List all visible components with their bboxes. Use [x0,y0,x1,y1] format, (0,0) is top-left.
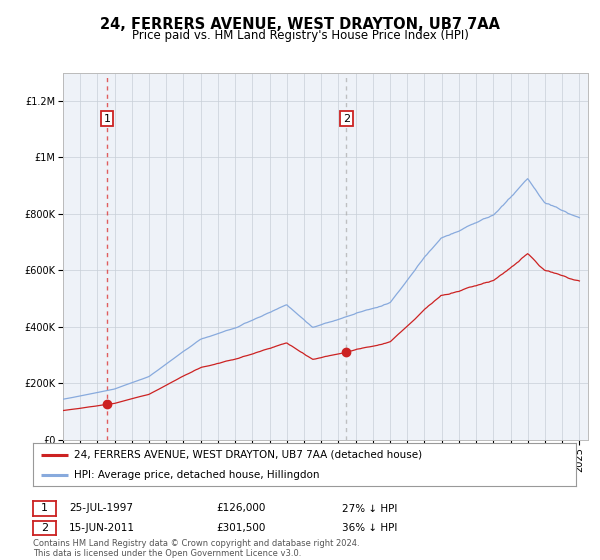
Text: 24, FERRERS AVENUE, WEST DRAYTON, UB7 7AA (detached house): 24, FERRERS AVENUE, WEST DRAYTON, UB7 7A… [74,450,422,460]
Text: HPI: Average price, detached house, Hillingdon: HPI: Average price, detached house, Hill… [74,470,319,480]
Text: 2: 2 [41,523,48,533]
Text: £126,000: £126,000 [216,503,265,514]
Text: 1: 1 [104,114,110,124]
Text: Price paid vs. HM Land Registry's House Price Index (HPI): Price paid vs. HM Land Registry's House … [131,29,469,43]
Text: 1: 1 [41,503,48,514]
Text: 36% ↓ HPI: 36% ↓ HPI [342,523,397,533]
Text: Contains HM Land Registry data © Crown copyright and database right 2024.
This d: Contains HM Land Registry data © Crown c… [33,539,359,558]
Text: 25-JUL-1997: 25-JUL-1997 [69,503,133,514]
Text: 2: 2 [343,114,350,124]
Text: 24, FERRERS AVENUE, WEST DRAYTON, UB7 7AA: 24, FERRERS AVENUE, WEST DRAYTON, UB7 7A… [100,17,500,31]
Text: £301,500: £301,500 [216,523,265,533]
Text: 27% ↓ HPI: 27% ↓ HPI [342,503,397,514]
Text: 15-JUN-2011: 15-JUN-2011 [69,523,135,533]
